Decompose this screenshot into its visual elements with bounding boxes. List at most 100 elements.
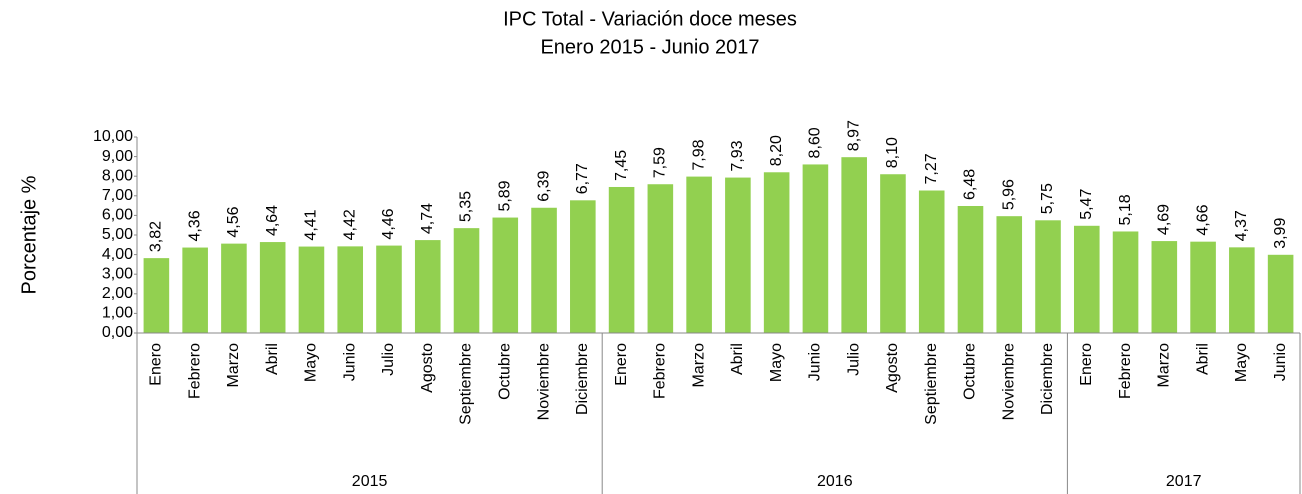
bar <box>1035 220 1061 333</box>
x-tick-label: Octubre <box>962 343 979 400</box>
x-tick-label: Junio <box>807 343 824 381</box>
x-tick-label: Marzo <box>225 343 242 388</box>
group-label: 2017 <box>1166 473 1202 490</box>
y-tick-label: 0,00 <box>102 324 133 341</box>
bar <box>608 186 635 333</box>
y-tick-label: 1,00 <box>102 305 133 322</box>
x-tick-label: Enero <box>148 343 165 386</box>
x-tick-label: Abril <box>1194 343 1211 375</box>
group-label: 2015 <box>352 473 388 490</box>
x-tick-label: Septiembre <box>923 343 940 425</box>
y-tick-label: 9,00 <box>102 148 133 165</box>
value-label: 7,45 <box>613 150 630 181</box>
bar <box>1073 225 1100 333</box>
value-label: 4,41 <box>303 209 320 240</box>
group-label: 2016 <box>817 473 853 490</box>
chart-title: IPC Total - Variación doce meses <box>503 8 797 30</box>
value-label: 3,99 <box>1272 218 1289 249</box>
x-tick-label: Junio <box>1272 343 1289 381</box>
value-label: 4,36 <box>186 210 203 241</box>
x-tick-label: Marzo <box>1156 343 1173 388</box>
x-tick-label: Febrero <box>1117 343 1134 399</box>
bar <box>686 176 712 333</box>
value-label: 4,69 <box>1156 204 1173 235</box>
bar <box>259 242 286 333</box>
value-label: 4,37 <box>1233 210 1250 241</box>
x-tick-label: Abril <box>729 343 746 375</box>
value-label: 6,39 <box>535 171 552 202</box>
y-tick-label: 6,00 <box>102 207 133 224</box>
bar <box>1190 241 1216 333</box>
value-label: 4,46 <box>380 208 397 239</box>
bar <box>570 200 596 333</box>
bar <box>763 172 790 333</box>
x-tick-label: Febrero <box>186 343 203 399</box>
bar <box>1229 247 1255 333</box>
bar <box>376 245 402 333</box>
chart-subtitle: Enero 2015 - Junio 2017 <box>540 36 759 58</box>
y-tick-label: 7,00 <box>102 187 133 204</box>
value-label: 4,74 <box>419 203 436 234</box>
bar <box>1151 241 1178 333</box>
bar <box>221 243 247 333</box>
bar <box>1112 231 1139 333</box>
bar <box>337 246 364 333</box>
value-label: 5,96 <box>1000 179 1017 210</box>
value-label: 7,93 <box>729 140 746 171</box>
x-tick-label: Febrero <box>652 343 669 399</box>
x-tick-label: Diciembre <box>1039 343 1056 415</box>
value-label: 6,77 <box>574 163 591 194</box>
x-tick-label: Mayo <box>1233 343 1250 382</box>
bar <box>531 207 557 333</box>
x-tick-label: Diciembre <box>574 343 591 415</box>
bar <box>802 164 829 333</box>
bar <box>492 217 519 333</box>
value-label: 7,98 <box>690 139 707 170</box>
value-label: 8,60 <box>807 127 824 158</box>
bar <box>880 174 906 333</box>
value-label: 4,56 <box>225 206 242 237</box>
value-label: 8,97 <box>845 120 862 151</box>
y-axis-label: Porcentaje % <box>18 175 40 294</box>
value-label: 5,35 <box>458 191 475 222</box>
x-tick-label: Noviembre <box>535 343 552 420</box>
value-label: 5,47 <box>1078 189 1095 220</box>
bar <box>298 246 325 333</box>
y-tick-label: 2,00 <box>102 285 133 302</box>
y-tick-label: 4,00 <box>102 246 133 263</box>
value-label: 3,82 <box>148 221 165 252</box>
value-label: 4,42 <box>341 209 358 240</box>
x-tick-label: Agosto <box>884 343 901 393</box>
value-label: 8,10 <box>884 137 901 168</box>
value-label: 7,59 <box>652 147 669 178</box>
value-label: 4,64 <box>264 205 281 236</box>
bar <box>453 228 480 333</box>
bar <box>841 157 867 333</box>
y-tick-label: 5,00 <box>102 226 133 243</box>
bar <box>725 177 751 333</box>
bar <box>182 247 208 333</box>
x-tick-label: Septiembre <box>458 343 475 425</box>
value-label: 5,18 <box>1117 194 1134 225</box>
bar <box>957 205 984 333</box>
value-label: 8,20 <box>768 135 785 166</box>
bar <box>918 190 945 333</box>
value-label: 6,48 <box>962 169 979 200</box>
bar <box>1267 254 1294 333</box>
x-tick-label: Octubre <box>497 343 514 400</box>
bar <box>143 258 170 333</box>
x-tick-label: Marzo <box>690 343 707 388</box>
y-tick-label: 8,00 <box>102 167 133 184</box>
bar <box>414 240 441 333</box>
value-label: 5,75 <box>1039 183 1056 214</box>
value-label: 7,27 <box>923 153 940 184</box>
x-tick-label: Agosto <box>419 343 436 393</box>
y-tick-label: 3,00 <box>102 265 133 282</box>
x-tick-label: Julio <box>380 343 397 376</box>
x-tick-label: Mayo <box>303 343 320 382</box>
x-tick-label: Mayo <box>768 343 785 382</box>
x-tick-label: Junio <box>341 343 358 381</box>
x-tick-label: Enero <box>613 343 630 386</box>
x-tick-label: Julio <box>845 343 862 376</box>
